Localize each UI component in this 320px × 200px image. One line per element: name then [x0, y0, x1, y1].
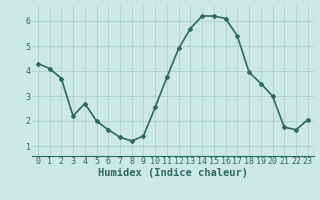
X-axis label: Humidex (Indice chaleur): Humidex (Indice chaleur) — [98, 168, 248, 178]
